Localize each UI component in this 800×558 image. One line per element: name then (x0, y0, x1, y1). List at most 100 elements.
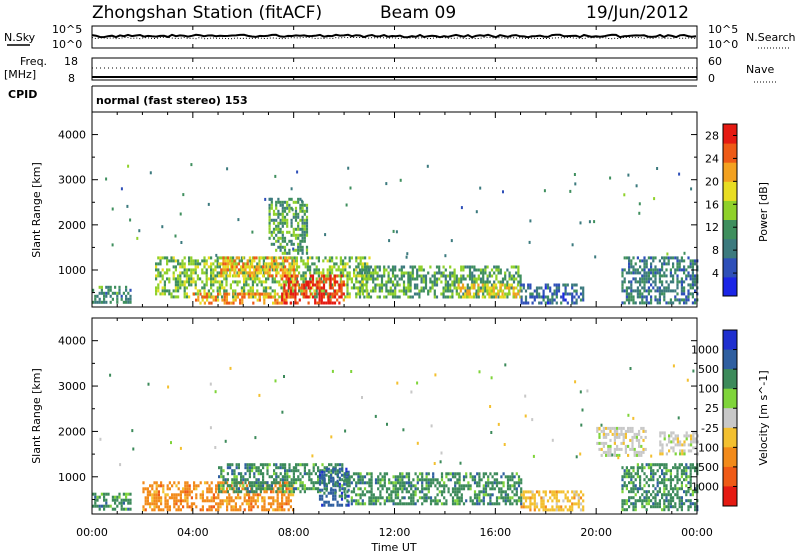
data-cell (344, 283, 347, 287)
data-cell (643, 274, 646, 278)
data-cell (642, 426, 645, 430)
data-cell (449, 283, 452, 287)
data-cell (634, 268, 637, 272)
data-cell (679, 449, 682, 453)
data-cell (270, 487, 273, 491)
data-cell (204, 481, 207, 485)
data-cell (512, 280, 516, 284)
data-cell (288, 256, 291, 260)
data-cell (616, 444, 619, 448)
data-cell (435, 295, 439, 299)
data-cell (438, 484, 441, 488)
data-cell (329, 277, 332, 281)
data-cell (444, 289, 447, 293)
data-cell (680, 487, 683, 491)
data-cell (628, 262, 631, 266)
data-cell (281, 481, 284, 485)
data-cell (680, 289, 683, 293)
data-cell (317, 256, 320, 260)
data-cell (309, 295, 312, 299)
data-cell (163, 283, 166, 287)
data-cell (242, 262, 245, 266)
data-cell (374, 414, 377, 418)
data-cell (449, 472, 452, 476)
data-cell (279, 268, 282, 272)
data-cell (620, 432, 623, 436)
data-cell (469, 496, 472, 500)
data-cell (409, 286, 412, 290)
data-cell (502, 472, 505, 476)
data-cell (546, 283, 550, 287)
data-cell (331, 259, 334, 263)
data-cell (281, 245, 284, 249)
data-cell (290, 218, 293, 222)
data-cell (334, 488, 337, 492)
data-cell (454, 502, 457, 506)
data-cell (399, 484, 402, 488)
data-cell (204, 499, 207, 503)
data-cell (628, 256, 631, 260)
data-cell (331, 256, 334, 260)
data-cell (166, 484, 169, 488)
data-cell (374, 502, 378, 506)
data-cell (489, 487, 492, 491)
data-cell (492, 283, 495, 287)
data-cell (678, 505, 681, 509)
data-cell (109, 504, 112, 508)
data-cell (602, 435, 605, 439)
data-cell (511, 496, 514, 500)
data-cell (283, 295, 286, 299)
data-cell (361, 256, 364, 260)
data-cell (391, 280, 395, 284)
data-cell (155, 505, 158, 509)
data-cell (226, 487, 229, 491)
data-cell (495, 496, 499, 500)
data-cell (321, 476, 324, 480)
data-cell (284, 490, 287, 494)
data-cell (103, 495, 106, 499)
data-cell (470, 286, 473, 290)
data-cell (533, 508, 536, 512)
data-cell (226, 478, 229, 482)
data-cell (334, 472, 337, 476)
data-cell (224, 265, 227, 269)
data-cell (188, 274, 191, 278)
data-cell (538, 292, 541, 296)
data-cell (235, 466, 238, 470)
data-cell (411, 265, 414, 269)
data-cell (210, 505, 213, 509)
data-cell (355, 268, 358, 272)
data-cell (401, 472, 404, 476)
data-cell (207, 295, 210, 299)
data-cell (571, 301, 574, 305)
data-cell (555, 499, 558, 503)
data-cell (359, 256, 362, 260)
data-cell (663, 499, 666, 503)
data-cell (94, 504, 97, 508)
data-cell (632, 289, 635, 293)
data-cell (455, 277, 458, 281)
data-cell (663, 262, 666, 266)
data-cell (529, 295, 532, 299)
data-cell (292, 274, 295, 278)
data-cell (676, 434, 679, 438)
data-cell (183, 256, 186, 260)
data-cell (190, 490, 193, 494)
data-cell (669, 298, 672, 302)
data-cell (275, 475, 278, 479)
data-cell (605, 426, 608, 430)
data-cell (634, 271, 637, 275)
data-cell (248, 502, 251, 506)
data-cell (179, 446, 182, 450)
data-cell (540, 502, 543, 506)
data-cell (336, 484, 339, 488)
data-cell (689, 274, 692, 278)
data-cell (168, 259, 171, 263)
data-cell (243, 277, 246, 281)
data-cell (665, 286, 668, 290)
data-cell (658, 481, 661, 485)
data-cell (350, 496, 353, 500)
data-cell (240, 265, 243, 269)
data-cell (294, 209, 298, 213)
data-cell (668, 449, 671, 453)
